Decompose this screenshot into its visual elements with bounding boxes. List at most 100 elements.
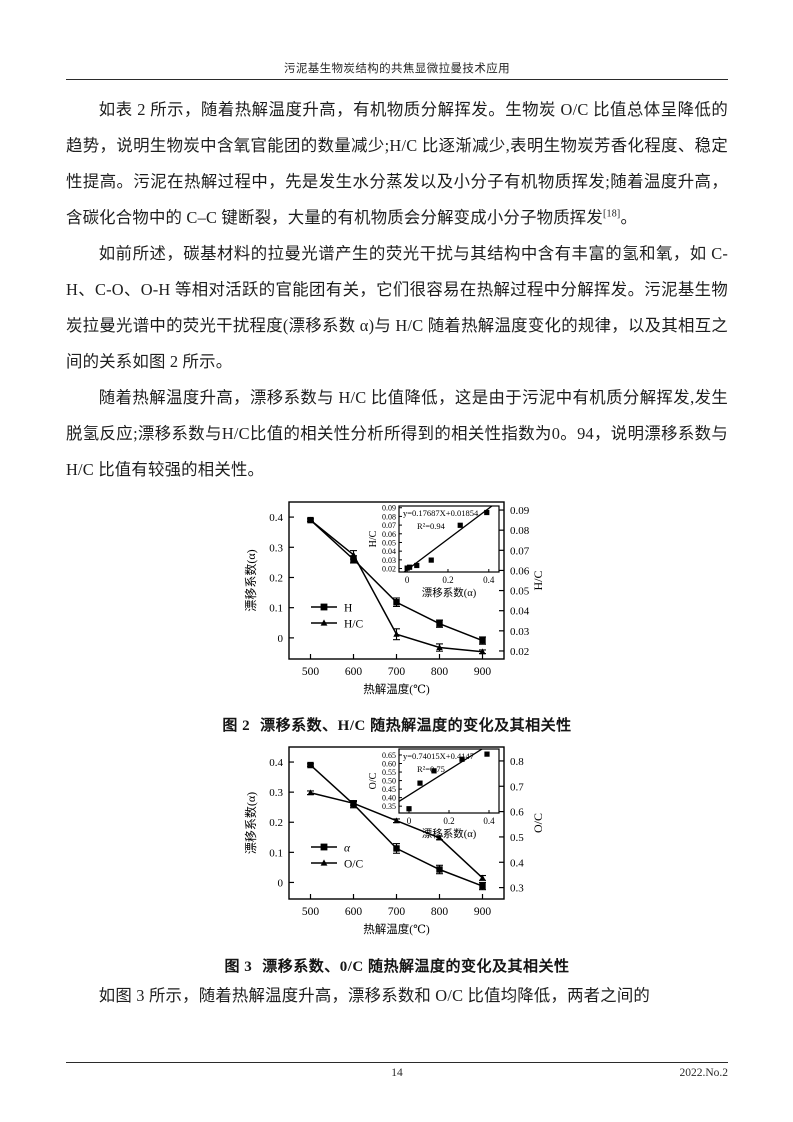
figure-3-yaxis-label-right: O/C — [531, 813, 545, 833]
figure-3-datapoint-α — [436, 866, 443, 873]
paragraph-2: 如前所述，碳基材料的拉曼光谱产生的荧光干扰与其结构中含有丰富的氢和氧，如 C-H… — [66, 244, 728, 371]
figure-2-inset-ytick-label: 0.08 — [382, 512, 396, 521]
figure-2-inset-ytick-label: 0.07 — [382, 521, 396, 530]
figure-3-ytick-label-left: 0.1 — [269, 847, 283, 859]
figure-2-inset-yaxis-label: H/C — [368, 530, 379, 547]
figure-2-legend-marker-H — [320, 603, 328, 611]
figure-2-inset-r2: R²=0.94 — [417, 521, 446, 531]
figure-3-datapoint-α — [479, 882, 486, 890]
figure-2-inset-equation: y=0.17687X+0.01854 — [403, 508, 479, 518]
figure-3-plot: 0 0.1 0.2 0.3 0.4 0.3 0.4 0.5 0.6 0.7 0.8 500 600 700… — [243, 746, 545, 936]
figure-2-datapoint-H — [436, 620, 443, 627]
figure-2-inset-xtick-label: 0 — [405, 575, 410, 585]
running-head: 污泥基生物炭结构的共焦显微拉曼技术应用 — [283, 63, 511, 75]
figure-2-inset-ytick-label: 0.03 — [382, 556, 396, 565]
figure-3-legend-marker-O/C — [320, 859, 328, 866]
paragraph-1: 如表 2 所示，随着热解温度升高，有机物质分解挥发。生物炭 O/C 比值总体呈降… — [66, 92, 728, 236]
header-rule — [66, 79, 728, 80]
figure-2-datapoint-H/C — [350, 551, 357, 558]
figure-2-block: 0 0.1 0.2 0.3 0.4 0.02 0.03 0.04 0.05 0.06 0.07 0.0… — [66, 494, 728, 735]
figure-3-ytick-label-right: 0.7 — [510, 781, 524, 793]
figure-3-block: 0 0.1 0.2 0.3 0.4 0.3 0.4 0.5 0.6 0.7 0.8 500 600 700… — [66, 741, 728, 976]
figure-2-inset-datapoint — [428, 557, 434, 563]
figure-3-ytick-label-left: 0.3 — [269, 787, 283, 799]
figure-3-inset-xtick-label: 0.2 — [443, 816, 454, 826]
figure-3-ytick-label-right: 0.5 — [510, 832, 524, 844]
figure-2-legend-label-H: H — [344, 603, 352, 615]
figure-2-ytick-label-left: 0.3 — [269, 542, 283, 554]
figure-2-caption-text: 漂移系数、H/C 随热解温度的变化及其相关性 — [260, 718, 572, 734]
figure-3-inset-datapoint — [417, 780, 423, 786]
figure-3-inset-ytick-label: 0.45 — [382, 785, 396, 794]
paragraph-3: 随着热解温度升高，漂移系数与 H/C 比值降低，这是由于污泥中有机质分解挥发,发… — [66, 388, 728, 479]
figure-3-legend-label-O/C: O/C — [344, 859, 364, 871]
footer-issue-label: 2022.No.2 — [679, 1067, 728, 1079]
figure-2-xtick-label: 900 — [474, 666, 492, 678]
figure-2-legend-marker-H/C — [320, 619, 328, 626]
figure-3-caption-text: 漂移系数、0/C 随热解温度的变化及其相关性 — [262, 959, 570, 975]
figure-2-datapoint-H/C — [393, 630, 400, 637]
figure-3-chart: 0 0.1 0.2 0.3 0.4 0.3 0.4 0.5 0.6 0.7 0.8 500 600 700… — [243, 746, 545, 936]
figure-3-inset-xtick-label: 0 — [407, 816, 412, 826]
figure-2-legend-label-H/C: H/C — [344, 619, 364, 631]
figure-3-ytick-label-right: 0.4 — [510, 857, 524, 869]
figure-2-xtick-label: 800 — [431, 666, 449, 678]
figure-2-inset-ytick-label: 0.05 — [382, 538, 396, 547]
footer-page-number: 14 — [391, 1067, 403, 1079]
figure-3-legend-marker-α — [320, 843, 328, 851]
figure-2-inset-datapoint — [407, 564, 413, 570]
figure-2-inset: 0.020.030.040.050.060.070.080.09 0 0.2 0.4 漂… — [368, 504, 500, 599]
figure-2-ytick-label-left: 0.4 — [269, 512, 283, 524]
figure-3-caption: 图 3 漂移系数、0/C 随热解温度的变化及其相关性 — [66, 955, 728, 976]
figure-3-number: 图 3 — [224, 959, 253, 975]
figure-3-inset-ytick-label: 0.35 — [382, 802, 396, 811]
figure-3-ytick-label-left: 0.2 — [269, 817, 283, 829]
figure-2-ytick-label-right: 0.02 — [510, 646, 529, 658]
figure-3-datapoint-O/C — [307, 789, 314, 796]
figure-3-yaxis-label-left: 漂移系数(α) — [243, 792, 258, 854]
figure-2-inset-xtick-label: 0.4 — [483, 575, 495, 585]
figure-2-plot: 00.10.20.30.40.020.030.040.050.060.070.0… — [243, 501, 545, 696]
figure-3-xtick-label: 500 — [302, 906, 320, 918]
figure-2-xaxis-label: 热解温度(℃) — [363, 682, 430, 696]
figure-3-ytick-label-right: 0.6 — [510, 807, 524, 819]
figure-3-inset-equation: y=0.74015X+0.4147 — [403, 751, 474, 761]
figure-2-chart: 00.10.20.30.40.020.030.040.050.060.070.0… — [243, 501, 545, 696]
figure-3-inset-ytick-label: 0.50 — [382, 777, 396, 786]
figure-2-caption: 图 2 漂移系数、H/C 随热解温度的变化及其相关性 — [66, 714, 728, 735]
figure-3-inset-fit-line — [399, 749, 484, 802]
figure-2-ytick-label-right: 0.03 — [510, 626, 530, 638]
figure-3-datapoint-O/C — [479, 874, 486, 881]
figure-3-ytick-label-left: 0.4 — [269, 757, 283, 769]
figure-3-datapoint-α — [307, 761, 314, 769]
figure-2-inset-ytick-label: 0.09 — [382, 504, 396, 513]
figure-3-inset-ytick-label: 0.65 — [382, 751, 396, 760]
figure-3-inset: 0.350.400.450.500.550.600.65 0 0.2 0.4 漂移系数(… — [368, 748, 500, 840]
figure-3-datapoint-O/C — [436, 834, 443, 841]
paragraph-1-tail: 。 — [620, 208, 638, 227]
figure-2-inset-points — [404, 509, 490, 571]
figure-2-ytick-label-right: 0.06 — [510, 565, 530, 577]
figure-2-inset-datapoint — [484, 509, 490, 516]
figure-2-datapoint-H — [393, 599, 400, 606]
figure-2-inset-xtick-label: 0.2 — [442, 575, 453, 585]
figure-2-ytick-label-right: 0.04 — [510, 606, 530, 618]
figure-3-inset-ytick-label: 0.60 — [382, 760, 396, 769]
figure-3-ytick-label-right: 0.3 — [510, 883, 524, 895]
figure-3-xaxis-label: 热解温度(℃) — [363, 922, 430, 936]
figure-3-xtick-label: 700 — [388, 906, 406, 918]
figure-2-ytick-label-right: 0.07 — [510, 545, 530, 557]
figure-3-xtick-label: 800 — [431, 906, 449, 918]
figure-3-inset-yaxis-label: O/C — [368, 772, 379, 789]
figure-3-datapoint-O/C — [350, 799, 357, 806]
figure-3-inset-datapoint — [406, 806, 412, 812]
page-footer: 14 2022.No.2 — [66, 1062, 728, 1083]
figure-2-ytick-label-right: 0.05 — [510, 586, 530, 598]
figure-2-inset-datapoint — [414, 562, 420, 569]
figure-2-inset-xaxis-label: 漂移系数(α) — [422, 586, 477, 599]
figure-3-inset-xaxis-label: 漂移系数(α) — [422, 827, 477, 840]
figure-2-yaxis-label-left: 漂移系数(α) — [243, 549, 258, 611]
figure-2-datapoint-H/C — [436, 644, 443, 651]
figure-2-datapoint-H/C — [307, 516, 314, 523]
figure-2-ytick-label-left: 0 — [278, 633, 284, 645]
